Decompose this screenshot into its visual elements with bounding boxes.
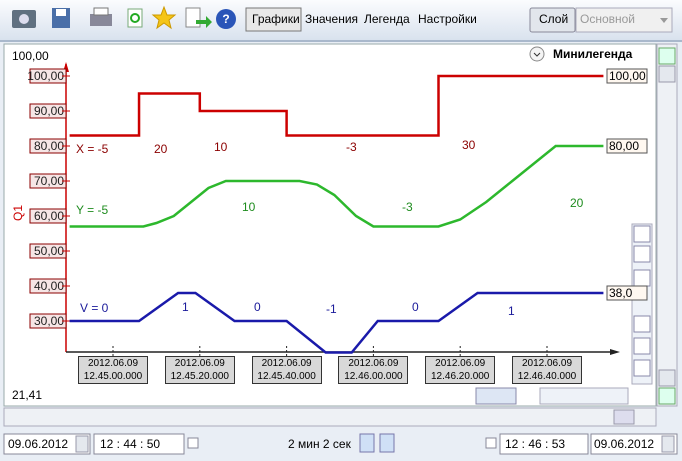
- annotation: 10: [214, 140, 228, 154]
- layer-select[interactable]: Основной: [580, 12, 635, 26]
- annotation: X = -5: [76, 142, 109, 156]
- layer-button[interactable]: Слой: [539, 12, 568, 26]
- minilegend-toggle[interactable]: [529, 46, 545, 62]
- y-tick-label: 70,00: [34, 174, 64, 188]
- footer: [3, 433, 678, 455]
- minilegend[interactable]: Минилегенда: [553, 47, 633, 61]
- annotation: -3: [346, 140, 357, 154]
- redo[interactable]: [379, 433, 395, 453]
- tool-button[interactable]: [633, 337, 651, 355]
- x-tick-label: 2012.06.09 12.46.00.000: [338, 356, 409, 384]
- tab[interactable]: Настройки: [418, 12, 477, 26]
- y-tick-label: 30,00: [34, 314, 64, 328]
- series-line: [69, 291, 604, 354]
- y-axis-label: Q1: [11, 205, 25, 221]
- y-tick-label: 50,00: [34, 244, 64, 258]
- h-scroll-thumb[interactable]: [613, 409, 635, 425]
- v-scrollbar[interactable]: [656, 43, 678, 407]
- annotation: -3: [402, 200, 413, 214]
- series-line: [69, 74, 604, 137]
- annotation: 1: [508, 304, 515, 318]
- tab[interactable]: Графики: [252, 12, 300, 26]
- toolbar-icons: ?: [0, 5, 682, 42]
- x-axis-arrow: [610, 349, 620, 355]
- end-label-box: [606, 138, 648, 154]
- annotation: 20: [570, 196, 584, 210]
- x-tick-label: 2012.06.09 12.46.40.000: [512, 356, 582, 384]
- x-tick-label: 2012.06.09 12.45.40.000: [251, 356, 322, 384]
- scroll-up[interactable]: [658, 65, 676, 83]
- annotation: -1: [326, 302, 337, 316]
- tab[interactable]: Легенда: [364, 12, 410, 26]
- annotation: 0: [412, 300, 419, 314]
- x-tick-label: 2012.06.09 12.45.20.000: [164, 356, 235, 384]
- annotation: Y = -5: [76, 203, 108, 217]
- tool-button[interactable]: [633, 315, 651, 333]
- end-label-box: [606, 285, 648, 301]
- end-label: 38,0: [609, 286, 633, 300]
- side-tools: [475, 223, 653, 405]
- y-tick-label: 90,00: [34, 104, 64, 118]
- end-label: 80,00: [609, 139, 639, 153]
- y-tick-label: 40,00: [34, 279, 64, 293]
- undo[interactable]: [359, 433, 375, 453]
- start-date: 09.06.2012: [8, 437, 68, 451]
- end-label-box: [606, 68, 648, 84]
- x-tick-label: 2012.06.09 12.46.20.000: [425, 356, 496, 384]
- start-time: 12 : 44 : 50: [100, 437, 160, 451]
- annotation: 0: [254, 300, 261, 314]
- tool-button[interactable]: [475, 387, 517, 405]
- tab[interactable]: Значения: [305, 12, 358, 26]
- top-value: 100,00: [12, 49, 49, 63]
- tool-button[interactable]: [633, 225, 651, 243]
- scroll-bottom[interactable]: [658, 387, 676, 405]
- scroll-top[interactable]: [658, 47, 676, 65]
- y-tick-label: 100,00: [27, 69, 64, 83]
- end-date: 09.06.2012: [594, 437, 654, 451]
- scroll-down[interactable]: [658, 369, 676, 387]
- annotation: 20: [154, 142, 168, 156]
- series-line: [69, 144, 604, 228]
- svg-text:?: ?: [222, 12, 229, 26]
- y-tick-label: 60,00: [34, 209, 64, 223]
- end-time: 12 : 46 : 53: [505, 437, 565, 451]
- annotation: 10: [242, 200, 256, 214]
- bottom-value: 21,41: [12, 388, 42, 402]
- end-label: 100,00: [609, 69, 646, 83]
- y-tick-label: 80,00: [34, 139, 64, 153]
- tool-button[interactable]: [633, 359, 651, 377]
- tool-button[interactable]: [633, 269, 651, 287]
- tool-button[interactable]: [539, 387, 629, 405]
- annotation: V = 0: [80, 301, 109, 315]
- h-scrollbar[interactable]: [3, 407, 657, 427]
- tool-button[interactable]: [633, 245, 651, 263]
- x-tick-label: 2012.06.09 12.45.00.000: [78, 356, 148, 384]
- duration: 2 мин 2 сек: [288, 437, 352, 451]
- annotation: 1: [182, 300, 189, 314]
- annotation: 30: [462, 138, 476, 152]
- chart-frame: [3, 43, 678, 427]
- chart-panel: [3, 43, 657, 407]
